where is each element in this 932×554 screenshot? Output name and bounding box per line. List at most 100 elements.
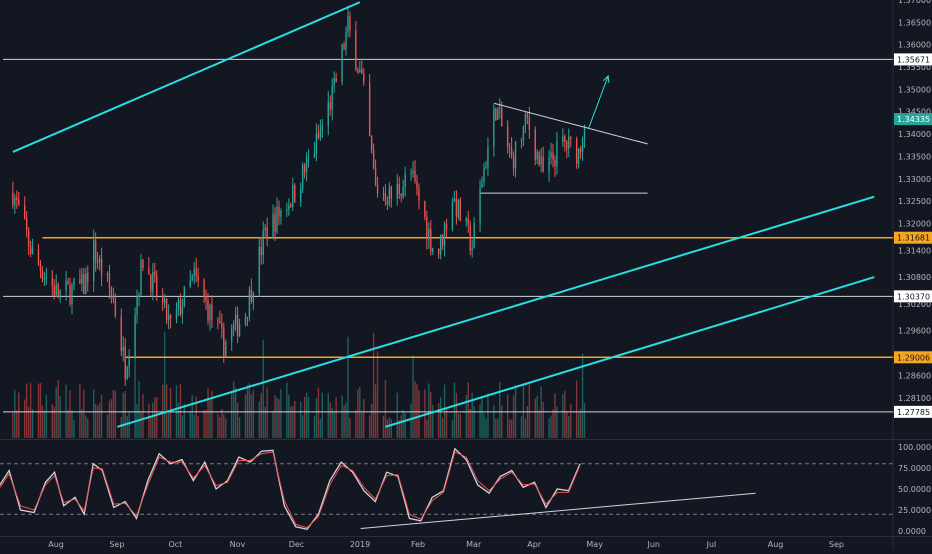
candle-body — [177, 299, 180, 309]
volume-bar — [280, 389, 282, 438]
volume-bar — [313, 415, 316, 438]
candle-body — [51, 277, 53, 286]
candle-body — [495, 108, 497, 120]
volume-bar — [331, 407, 333, 438]
candle-body — [126, 366, 128, 380]
volume-bar — [223, 414, 225, 438]
volume-bar — [134, 351, 136, 438]
candle-body — [278, 206, 280, 217]
candle-body — [329, 102, 331, 110]
price-tick-label: 1.32500 — [898, 197, 931, 206]
candle-body — [211, 304, 213, 320]
candle-body — [396, 184, 398, 199]
volume-bar — [138, 381, 140, 438]
candle-body — [234, 314, 237, 325]
candle-body — [357, 70, 359, 73]
volume-bar — [303, 396, 306, 438]
time-tick-label: Aug — [48, 540, 64, 549]
candle-body — [453, 198, 456, 202]
time-tick-label: Mar — [466, 540, 482, 549]
candle-body — [512, 156, 515, 169]
volume-bar — [299, 401, 302, 438]
volume-bar — [430, 392, 432, 438]
candle-body — [31, 248, 34, 254]
volume-bar — [479, 403, 481, 438]
volume-bar — [552, 409, 554, 438]
price-tick-label: 1.33000 — [898, 175, 931, 184]
price-label-box — [894, 53, 932, 66]
candle-body — [67, 280, 69, 285]
volume-bar — [94, 404, 97, 438]
candle-body — [238, 324, 241, 336]
volume-bar — [305, 392, 308, 438]
trendline — [385, 276, 875, 428]
volume-bar — [453, 382, 456, 438]
volume-bar — [357, 389, 359, 438]
candle-body — [85, 273, 87, 294]
volume-bar — [37, 383, 40, 438]
candle-body — [566, 141, 568, 149]
candle-body — [134, 314, 136, 356]
candle-body — [501, 108, 503, 126]
candle-body — [402, 186, 404, 197]
candle-body — [156, 275, 158, 296]
candle-body — [583, 125, 586, 140]
volume-bar — [59, 396, 61, 438]
candle-body — [81, 274, 83, 284]
price-tick-label: 1.36500 — [898, 18, 931, 27]
volume-bar — [161, 384, 164, 438]
volume-bar — [564, 390, 566, 438]
candle-body — [327, 102, 329, 126]
candle-body — [286, 209, 288, 211]
candle-body — [355, 30, 357, 71]
candle-body — [410, 173, 412, 175]
volume-bar — [177, 402, 180, 438]
volume-bar — [321, 392, 324, 438]
time-tick-label: Apr — [527, 540, 542, 549]
volume-bar — [445, 408, 448, 438]
volume-bar — [154, 397, 156, 438]
volume-bar — [128, 412, 130, 438]
arrow-head — [602, 74, 610, 83]
candle-body — [292, 184, 294, 207]
volume-bar — [355, 410, 357, 438]
candle-body — [550, 152, 552, 158]
candle-body — [568, 136, 570, 149]
candle-body — [39, 263, 42, 271]
candle-body — [487, 146, 489, 167]
candle-body — [368, 82, 371, 137]
volume-bar — [41, 405, 44, 438]
candle-body — [150, 274, 152, 292]
osc-tick-label: 100.0000 — [898, 443, 932, 452]
candle-body — [136, 297, 138, 315]
volume-bar — [390, 419, 393, 438]
volume-bar — [520, 416, 523, 438]
price-label-text: 1.29006 — [897, 353, 930, 362]
time-tick-label: Nov — [230, 540, 246, 549]
volume-bar — [29, 382, 32, 438]
volume-bar — [252, 389, 255, 438]
volume-bar — [142, 394, 144, 438]
volume-bar — [512, 395, 515, 438]
candle-body — [219, 321, 221, 324]
volume-bar — [443, 384, 446, 438]
volume-bar — [349, 417, 351, 438]
candle-body — [457, 199, 460, 217]
candle-body — [203, 280, 205, 297]
candle-body — [313, 153, 316, 158]
volume-bar — [71, 410, 73, 438]
candle-body — [207, 300, 209, 321]
volume-bar — [148, 403, 150, 438]
volume-bar — [414, 381, 416, 438]
candle-body — [252, 293, 255, 302]
price-label-box — [894, 231, 932, 244]
volume-bar — [150, 416, 152, 438]
volume-bar — [538, 410, 540, 438]
candle-body — [12, 192, 14, 206]
volume-bar — [508, 419, 511, 438]
candle-body — [570, 136, 572, 140]
candle-body — [485, 166, 487, 169]
candle-body — [165, 298, 168, 321]
volume-bar — [120, 416, 122, 438]
